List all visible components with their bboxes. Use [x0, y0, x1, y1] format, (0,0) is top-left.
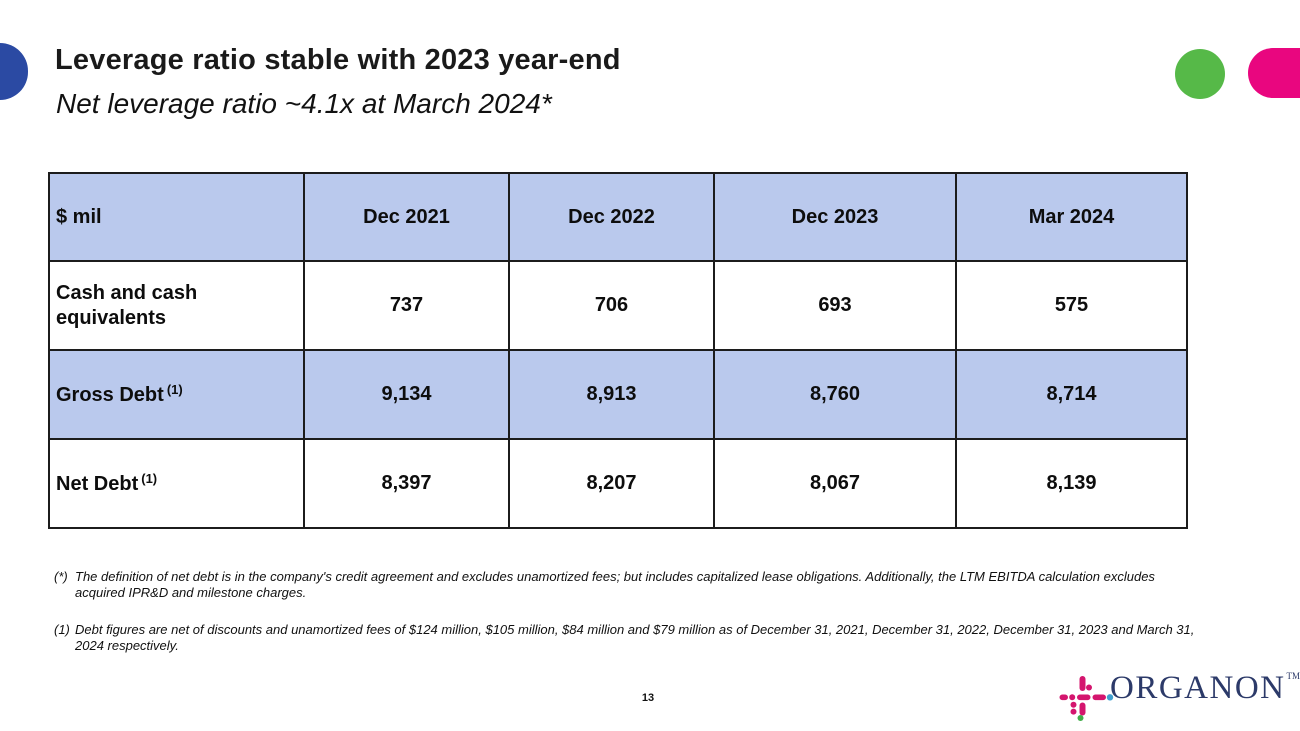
column-header-dec-2022: Dec 2022: [508, 172, 715, 262]
column-header-mar-2024: Mar 2024: [955, 172, 1188, 262]
organon-logo: ORGANONTM: [1056, 664, 1300, 726]
logo-green-dot: [1077, 715, 1084, 721]
table-row-cash: Cash and cash equivalents 737 706 693 57…: [48, 260, 1188, 351]
footnote-ref: (1): [166, 382, 183, 397]
footnote-asterisk: (*) The definition of net debt is in the…: [54, 569, 1204, 601]
cell-cash-dec-2023: 693: [713, 260, 957, 351]
table-row-net-debt: Net Debt (1) 8,397 8,207 8,067 8,139: [48, 438, 1188, 529]
footnote-text: The definition of net debt is in the com…: [75, 569, 1155, 600]
row-label-cash: Cash and cash equivalents: [48, 260, 305, 351]
table-row-gross-debt: Gross Debt (1) 9,134 8,913 8,760 8,714: [48, 349, 1188, 440]
cell-net-debt-mar-2024: 8,139: [955, 438, 1188, 529]
green-circle-decoration: [1175, 49, 1225, 99]
slide-subtitle: Net leverage ratio ~4.1x at March 2024*: [56, 88, 552, 119]
pink-pill-decoration: [1248, 48, 1300, 98]
cell-net-debt-dec-2021: 8,397: [303, 438, 510, 529]
column-header-dec-2023: Dec 2023: [713, 172, 957, 262]
footnotes: (*) The definition of net debt is in the…: [54, 569, 1204, 675]
organon-logo-icon: [1059, 676, 1114, 721]
footnote-ref: (1): [141, 471, 158, 486]
footnote-1: (1) Debt figures are net of discounts an…: [54, 622, 1204, 654]
blue-halfcircle-decoration: [0, 43, 28, 100]
table-header-row: $ mil Dec 2021 Dec 2022 Dec 2023 Mar 202…: [48, 172, 1188, 262]
trademark-symbol: TM: [1286, 671, 1300, 681]
cell-cash-mar-2024: 575: [955, 260, 1188, 351]
logo-teal-dot: [1106, 694, 1114, 701]
cell-cash-dec-2022: 706: [508, 260, 715, 351]
footnote-text: Debt figures are net of discounts and un…: [75, 621, 1195, 653]
column-header-dec-2021: Dec 2021: [303, 172, 510, 262]
row-label-gross-debt: Gross Debt (1): [48, 349, 305, 440]
leverage-table: $ mil Dec 2021 Dec 2022 Dec 2023 Mar 202…: [48, 172, 1188, 529]
row-label-net-debt: Net Debt (1): [48, 438, 305, 529]
cell-cash-dec-2021: 737: [303, 260, 510, 351]
footnote-marker: (1): [54, 621, 70, 637]
cell-net-debt-dec-2023: 8,067: [713, 438, 957, 529]
cell-gross-debt-mar-2024: 8,714: [955, 349, 1188, 440]
slide-title: Leverage ratio stable with 2023 year-end: [55, 44, 621, 76]
page-number: 13: [641, 692, 655, 704]
cell-net-debt-dec-2022: 8,207: [508, 438, 715, 529]
cell-gross-debt-dec-2022: 8,913: [508, 349, 715, 440]
column-header-units: $ mil: [48, 172, 305, 262]
cell-gross-debt-dec-2021: 9,134: [303, 349, 510, 440]
cell-gross-debt-dec-2023: 8,760: [713, 349, 957, 440]
organon-wordmark: ORGANONTM: [1110, 670, 1300, 706]
footnote-marker: (*): [54, 569, 68, 584]
